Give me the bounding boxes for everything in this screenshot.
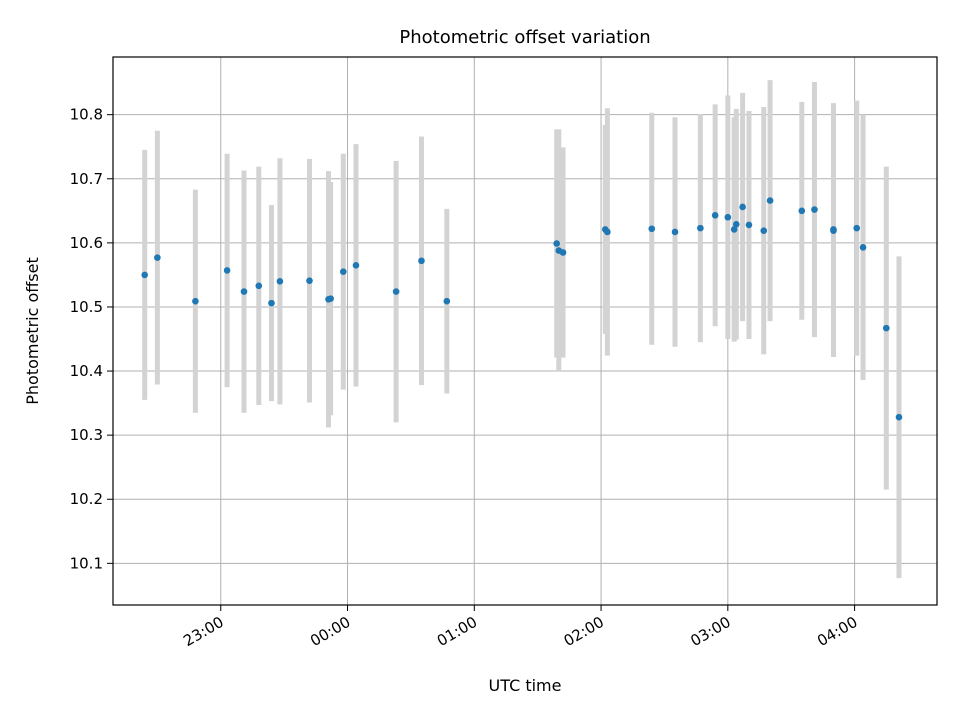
data-point <box>268 299 275 307</box>
x-tick-label: 00:00 <box>307 613 353 650</box>
data-point <box>711 212 719 219</box>
data-point <box>553 240 560 247</box>
data-point <box>306 277 313 284</box>
data-point <box>192 297 199 305</box>
data-point <box>724 213 732 221</box>
y-tick-label: 10.6 <box>70 234 103 252</box>
x-tick-label: 02:00 <box>561 613 607 650</box>
data-point <box>255 282 263 290</box>
data-point <box>443 297 451 305</box>
data-point <box>739 203 746 211</box>
y-tick-label: 10.2 <box>70 490 103 508</box>
error-bars <box>142 80 902 579</box>
data-point <box>766 197 774 204</box>
data-point <box>853 224 861 232</box>
data-points <box>141 197 903 421</box>
data-point <box>154 254 161 261</box>
data-point <box>392 288 400 295</box>
plot-frame <box>112 56 938 606</box>
x-tick-label: 23:00 <box>180 613 226 650</box>
x-tick-label: 01:00 <box>434 613 480 650</box>
data-point <box>671 228 679 236</box>
y-tick-label: 10.1 <box>70 554 103 572</box>
data-point <box>798 207 806 215</box>
x-axis-label: UTC time <box>489 676 562 695</box>
data-point <box>141 271 148 279</box>
data-point <box>240 288 248 295</box>
data-point <box>882 324 890 332</box>
y-axis-label: Photometric offset <box>23 257 42 405</box>
y-tick-label: 10.5 <box>70 298 103 316</box>
x-tick-label: 03:00 <box>687 613 733 650</box>
data-point <box>559 249 567 256</box>
data-point <box>223 267 231 274</box>
y-tick-label: 10.8 <box>70 106 103 124</box>
x-tick-label: 04:00 <box>814 613 860 650</box>
data-point <box>339 268 347 276</box>
x-axis-ticks: 23:00 00:00 01:00 02:00 03:00 04:00 <box>180 605 861 650</box>
y-tick-label: 10.7 <box>70 170 103 188</box>
data-point <box>745 221 753 229</box>
data-point <box>895 413 903 421</box>
chart-title: Photometric offset variation <box>399 27 650 48</box>
data-point <box>730 226 738 233</box>
data-point <box>352 262 360 269</box>
data-point <box>811 206 818 213</box>
data-point <box>418 257 425 265</box>
data-point <box>859 244 867 251</box>
data-point <box>830 226 837 233</box>
data-point <box>327 295 334 302</box>
data-point <box>648 225 656 233</box>
y-tick-label: 10.4 <box>70 362 103 380</box>
data-point <box>604 228 611 236</box>
data-point <box>276 278 284 285</box>
data-point <box>732 220 740 228</box>
data-point <box>760 227 768 234</box>
data-point <box>697 224 704 232</box>
y-axis-ticks: 10.1 10.2 10.3 10.4 10.5 10.6 10.7 10.8 <box>70 106 113 572</box>
y-tick-label: 10.3 <box>70 426 103 444</box>
